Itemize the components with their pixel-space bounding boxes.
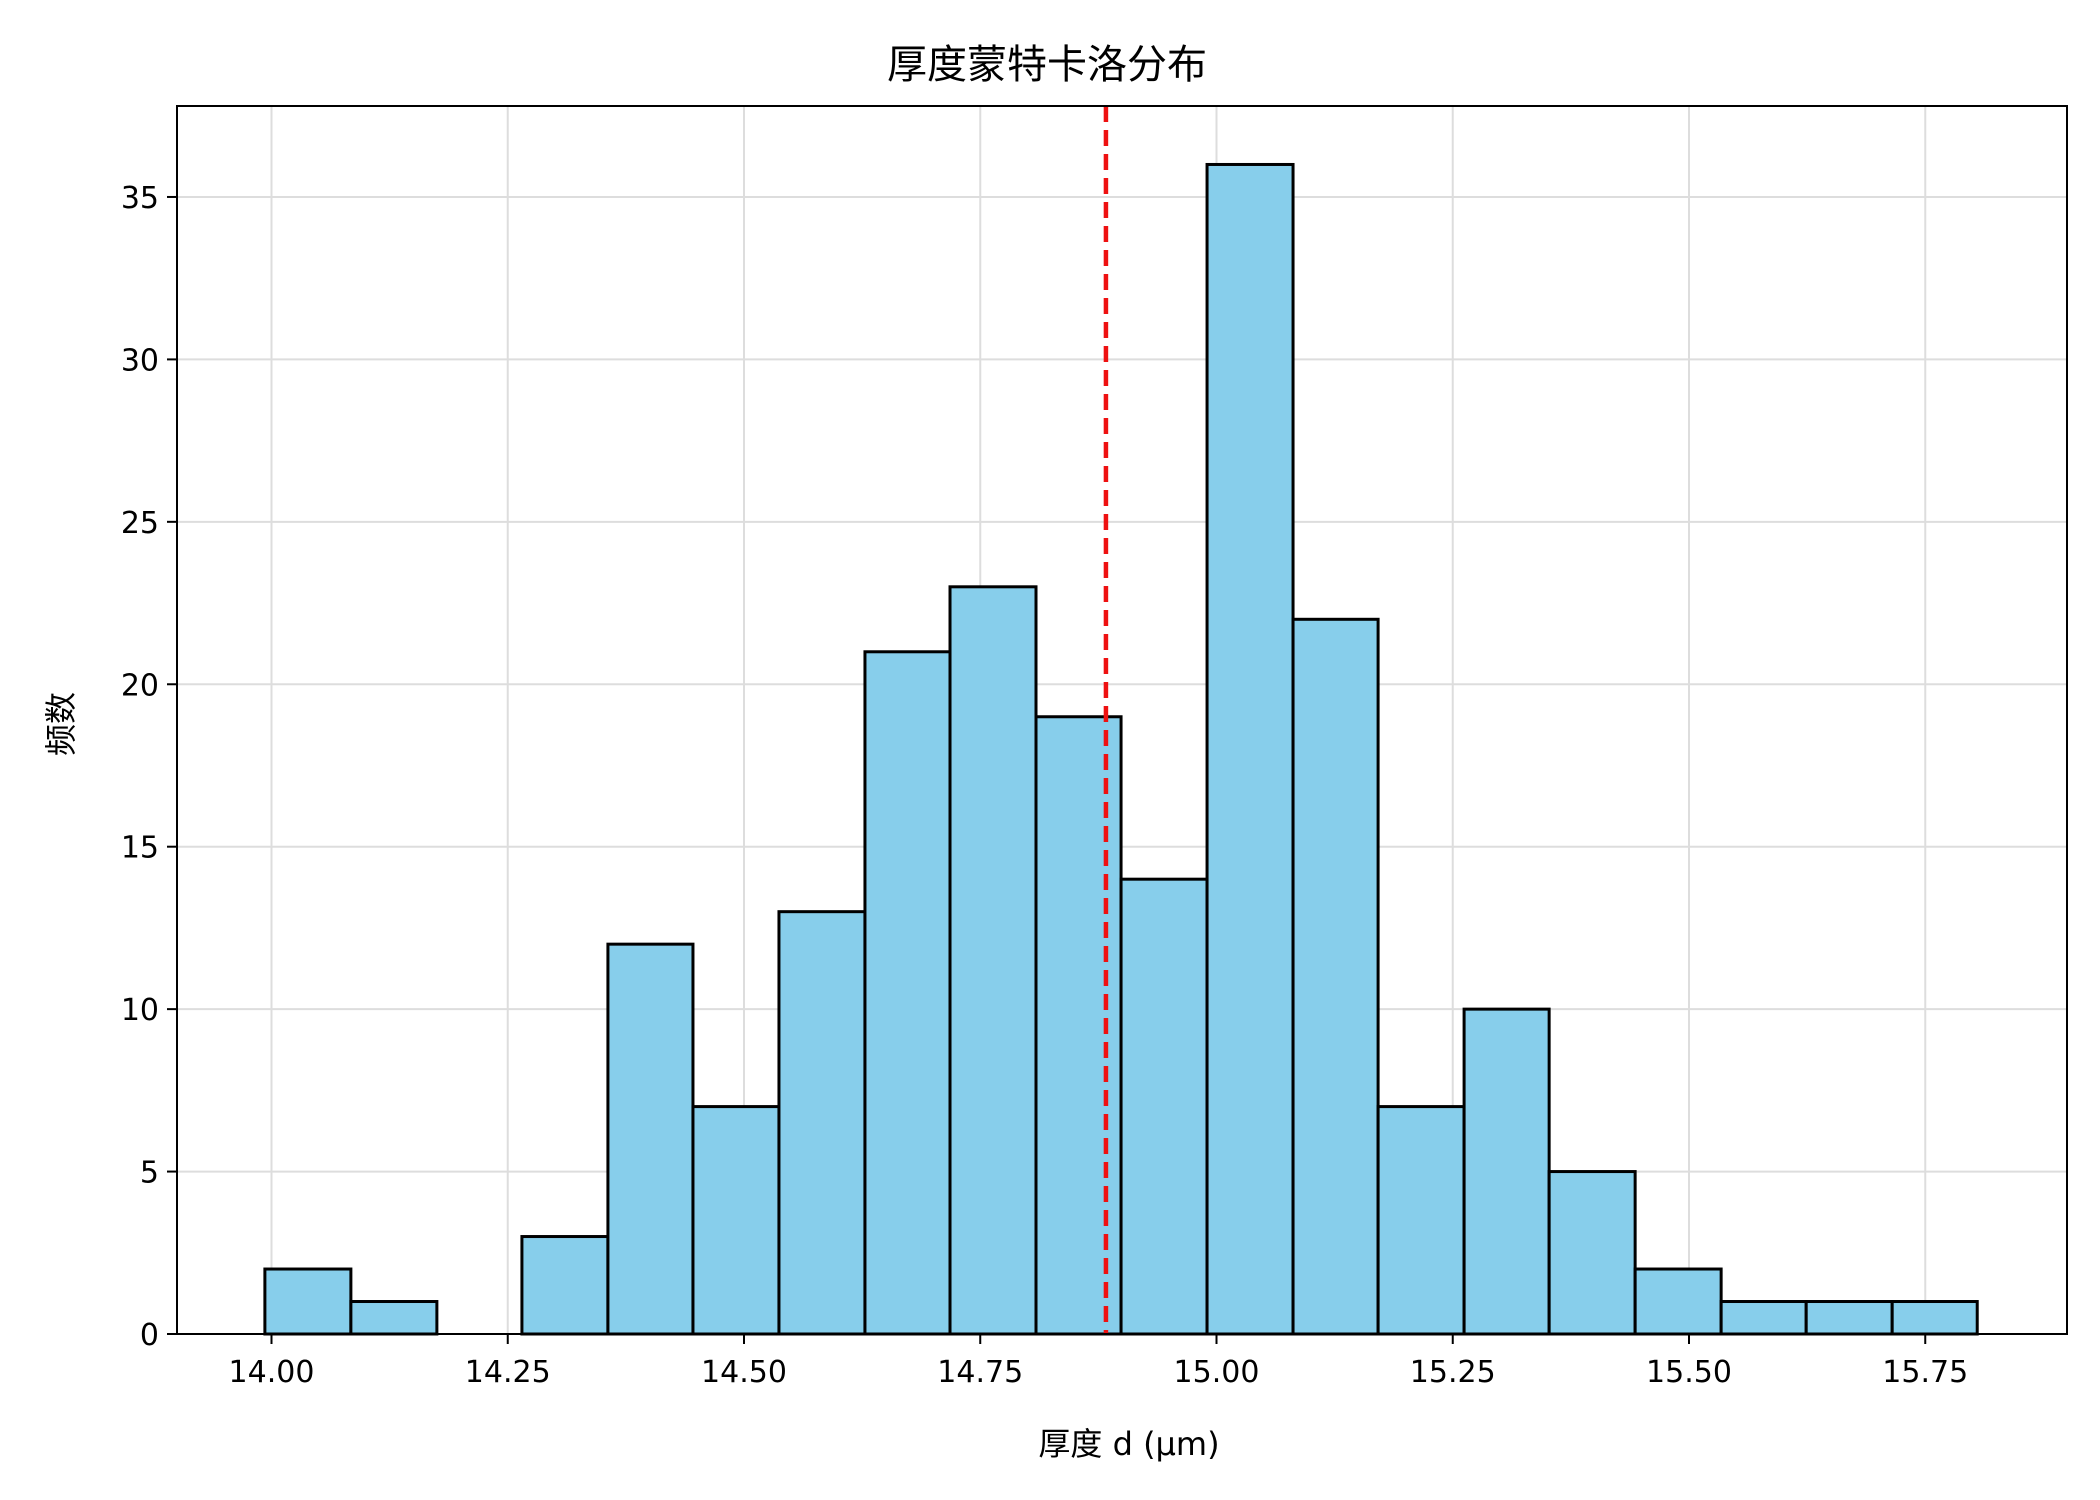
histogram-bar-19	[1890, 1300, 1979, 1336]
histogram-bar-6	[777, 910, 867, 1336]
x-tick-label-0: 14.00	[229, 1355, 315, 1390]
x-tick-label-3: 14.75	[937, 1355, 1023, 1390]
histogram-bar-11	[1205, 162, 1295, 1336]
histogram-bar-18	[1804, 1300, 1894, 1336]
histogram-bar-9	[1034, 715, 1123, 1336]
histogram-bar-17	[1719, 1300, 1808, 1336]
x-tick-label-4: 15.00	[1174, 1355, 1260, 1390]
y-tick-label-5: 25	[121, 506, 159, 541]
histogram-bar-13	[1376, 1105, 1466, 1336]
x-tick-label-7: 15.75	[1882, 1355, 1968, 1390]
x-tick-label-5: 15.25	[1410, 1355, 1496, 1390]
histogram-bar-12	[1291, 617, 1380, 1336]
histogram-bar-5	[691, 1105, 781, 1336]
y-tick-label-6: 30	[121, 343, 159, 378]
histogram-bar-7	[863, 650, 952, 1336]
histogram-bar-1	[349, 1300, 439, 1336]
histogram-bar-0	[263, 1267, 353, 1336]
y-tick-label-0: 0	[140, 1318, 159, 1353]
histogram-bar-4	[606, 942, 695, 1336]
chart-title: 厚度蒙特卡洛分布	[887, 42, 1207, 88]
histogram-bar-15	[1547, 1170, 1637, 1336]
bars	[263, 162, 1979, 1336]
histogram-bar-14	[1462, 1007, 1551, 1336]
y-tick-label-4: 20	[121, 668, 159, 703]
y-axis-ticks: 0 5 10 15 20 25 30 35	[121, 181, 177, 1353]
x-axis-ticks: 14.00 14.25 14.50 14.75 15.00 15.25 15.50 15.75	[229, 1334, 1968, 1390]
y-tick-label-3: 15	[121, 831, 159, 866]
histogram-bar-10	[1119, 877, 1209, 1336]
x-tick-label-2: 14.50	[701, 1355, 787, 1390]
histogram-bar-3	[520, 1235, 610, 1336]
plot-frame	[176, 105, 2068, 1335]
y-axis-label: 频数	[42, 692, 80, 756]
y-tick-label-7: 35	[121, 181, 159, 216]
x-tick-label-6: 15.50	[1646, 1355, 1732, 1390]
histogram-bar-8	[948, 585, 1038, 1336]
histogram-bar-16	[1633, 1267, 1723, 1336]
y-tick-label-2: 10	[121, 993, 159, 1028]
x-tick-label-1: 14.25	[465, 1355, 551, 1390]
y-tick-label-1: 5	[140, 1156, 159, 1191]
x-axis-label: 厚度 d (μm)	[1038, 1425, 1219, 1463]
